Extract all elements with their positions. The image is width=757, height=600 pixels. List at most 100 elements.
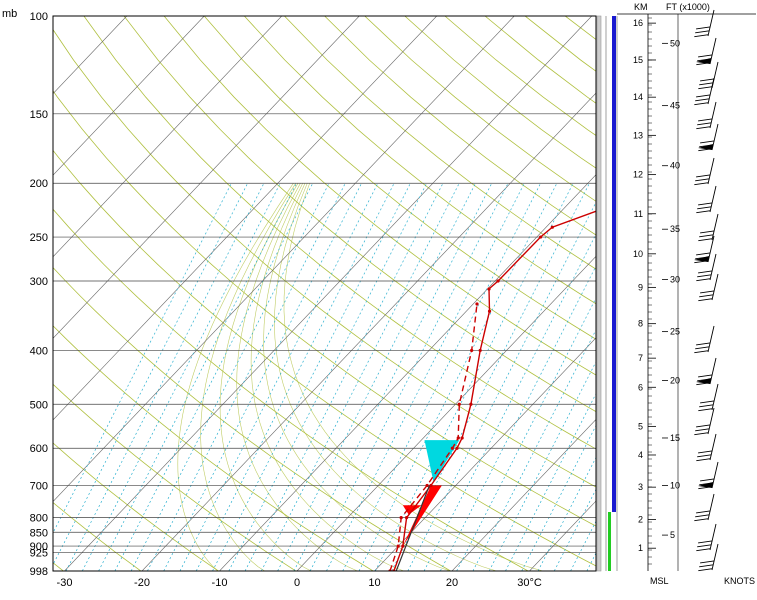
wind-barb-flag bbox=[696, 548, 711, 552]
mixing-ratio-line bbox=[456, 297, 596, 571]
dewpoint-profile bbox=[389, 303, 478, 571]
dewpoint-profile-point bbox=[450, 446, 454, 450]
isotherm bbox=[53, 16, 127, 95]
km-tick-label: 3 bbox=[638, 482, 643, 492]
wind-barb bbox=[709, 357, 717, 385]
dry-adiabat bbox=[83, 16, 596, 450]
temperature-profile-point bbox=[460, 436, 464, 440]
mixing-ratio-line bbox=[537, 456, 596, 571]
cin-area bbox=[424, 440, 460, 482]
ft-tick-label: 10 bbox=[670, 480, 680, 490]
mixing-ratio-line bbox=[261, 183, 460, 571]
wind-barb-flag bbox=[700, 478, 715, 482]
ft-tick-label: 15 bbox=[670, 433, 680, 443]
wind-barb-flag bbox=[696, 510, 711, 514]
km-tick-label: 8 bbox=[638, 319, 643, 329]
pressure-tick-label: 850 bbox=[30, 527, 48, 539]
wind-barb bbox=[709, 101, 717, 129]
wind-barb-pennant bbox=[696, 378, 711, 384]
km-tick-label: 5 bbox=[638, 421, 643, 431]
wind-barb-flag bbox=[700, 230, 715, 234]
wind-barb-flag bbox=[699, 404, 714, 408]
wind-barb bbox=[711, 543, 719, 571]
dry-adiabat bbox=[564, 16, 596, 40]
ft-tick-label: 35 bbox=[670, 224, 680, 234]
wind-barb-flag bbox=[696, 424, 711, 428]
temperature-profile-point bbox=[487, 287, 491, 291]
wind-barb-pennant bbox=[696, 58, 711, 64]
isotherm bbox=[219, 174, 596, 571]
wind-barb-pennant bbox=[698, 482, 713, 488]
pressure-tick-label: 200 bbox=[30, 178, 48, 190]
ft-tick-label: 50 bbox=[670, 38, 680, 48]
temperature-profile-point bbox=[401, 544, 405, 548]
mixing-ratio-line bbox=[212, 183, 411, 571]
dry-adiabat bbox=[163, 16, 596, 376]
temperature-tick-label: 30°C bbox=[517, 577, 542, 589]
dry-adiabat bbox=[53, 267, 452, 571]
wind-barb bbox=[709, 523, 717, 551]
km-tick-label: 9 bbox=[638, 282, 643, 292]
temperature-profile-point bbox=[496, 279, 500, 283]
wind-barb bbox=[711, 383, 719, 411]
dry-adiabat bbox=[53, 28, 596, 488]
mixing-ratio-line bbox=[440, 265, 596, 571]
mixing-ratio-line bbox=[65, 183, 265, 571]
wind-barb-flag bbox=[698, 374, 713, 378]
temperature-axis: -30 -20 -10 0 10 20 30°C bbox=[57, 577, 542, 589]
mixing-ratio-line bbox=[505, 392, 596, 571]
wind-barb-flag bbox=[698, 408, 713, 412]
dewpoint-profile-point bbox=[457, 402, 461, 406]
wind-barb bbox=[707, 157, 715, 185]
km-tick-label: 12 bbox=[633, 170, 643, 180]
dry-adiabat bbox=[53, 501, 142, 571]
mixing-ratio-line bbox=[553, 488, 596, 571]
wind-barb-flag bbox=[698, 238, 713, 242]
wind-barb-flag bbox=[696, 252, 711, 256]
wind-barb-flag bbox=[696, 26, 711, 30]
isotherm bbox=[451, 418, 596, 571]
mixing-ratio-line bbox=[114, 183, 314, 571]
mixing-ratio-line bbox=[163, 183, 362, 571]
km-tick-label: 1 bbox=[638, 543, 643, 553]
isotherm bbox=[529, 500, 596, 571]
temperature-tick-label: -30 bbox=[57, 577, 73, 589]
mixing-ratio-line bbox=[358, 183, 558, 571]
mixing-ratio-line bbox=[53, 183, 248, 566]
isotherm bbox=[53, 16, 205, 176]
parcel-path bbox=[395, 485, 430, 571]
moist-adiabat bbox=[236, 183, 359, 571]
pressure-tick-label: 900 bbox=[30, 541, 48, 553]
temperature-profile-point bbox=[672, 182, 675, 185]
temperature-profile-point bbox=[478, 348, 482, 353]
ft-tick-label: 40 bbox=[670, 161, 680, 171]
isotherm bbox=[53, 16, 282, 258]
y-axis-unit: mb bbox=[2, 8, 17, 20]
temperature-tick-label: 10 bbox=[368, 577, 380, 589]
wind-barb bbox=[707, 325, 715, 353]
dry-adiabat bbox=[123, 16, 596, 413]
gray-bar bbox=[596, 15, 602, 572]
wind-barb bbox=[707, 407, 715, 435]
isotherm bbox=[53, 16, 360, 339]
wind-barb bbox=[711, 213, 719, 241]
altitude-bars bbox=[596, 15, 618, 572]
wind-barb-flag bbox=[697, 454, 712, 458]
dewpoint-profile-point bbox=[396, 544, 400, 548]
km-tick-label: 11 bbox=[634, 209, 643, 219]
km-tick-label: 15 bbox=[633, 55, 643, 65]
wind-barb-flag bbox=[694, 350, 709, 354]
dry-adiabat bbox=[605, 16, 757, 572]
wind-barb-flag bbox=[699, 564, 714, 568]
temperature-profile-point bbox=[404, 516, 409, 520]
wind-barb-pennant bbox=[694, 256, 709, 262]
mixing-ratio-line bbox=[130, 183, 330, 571]
wind-barb bbox=[709, 37, 717, 65]
wind-barb-flag bbox=[696, 278, 711, 282]
wind-barb-flag bbox=[696, 342, 711, 346]
mixing-ratio-line bbox=[98, 183, 297, 571]
temperature-tick-label: 20 bbox=[446, 577, 458, 589]
km-tick-label: 16 bbox=[633, 18, 643, 28]
km-tick-label: 10 bbox=[633, 249, 643, 259]
